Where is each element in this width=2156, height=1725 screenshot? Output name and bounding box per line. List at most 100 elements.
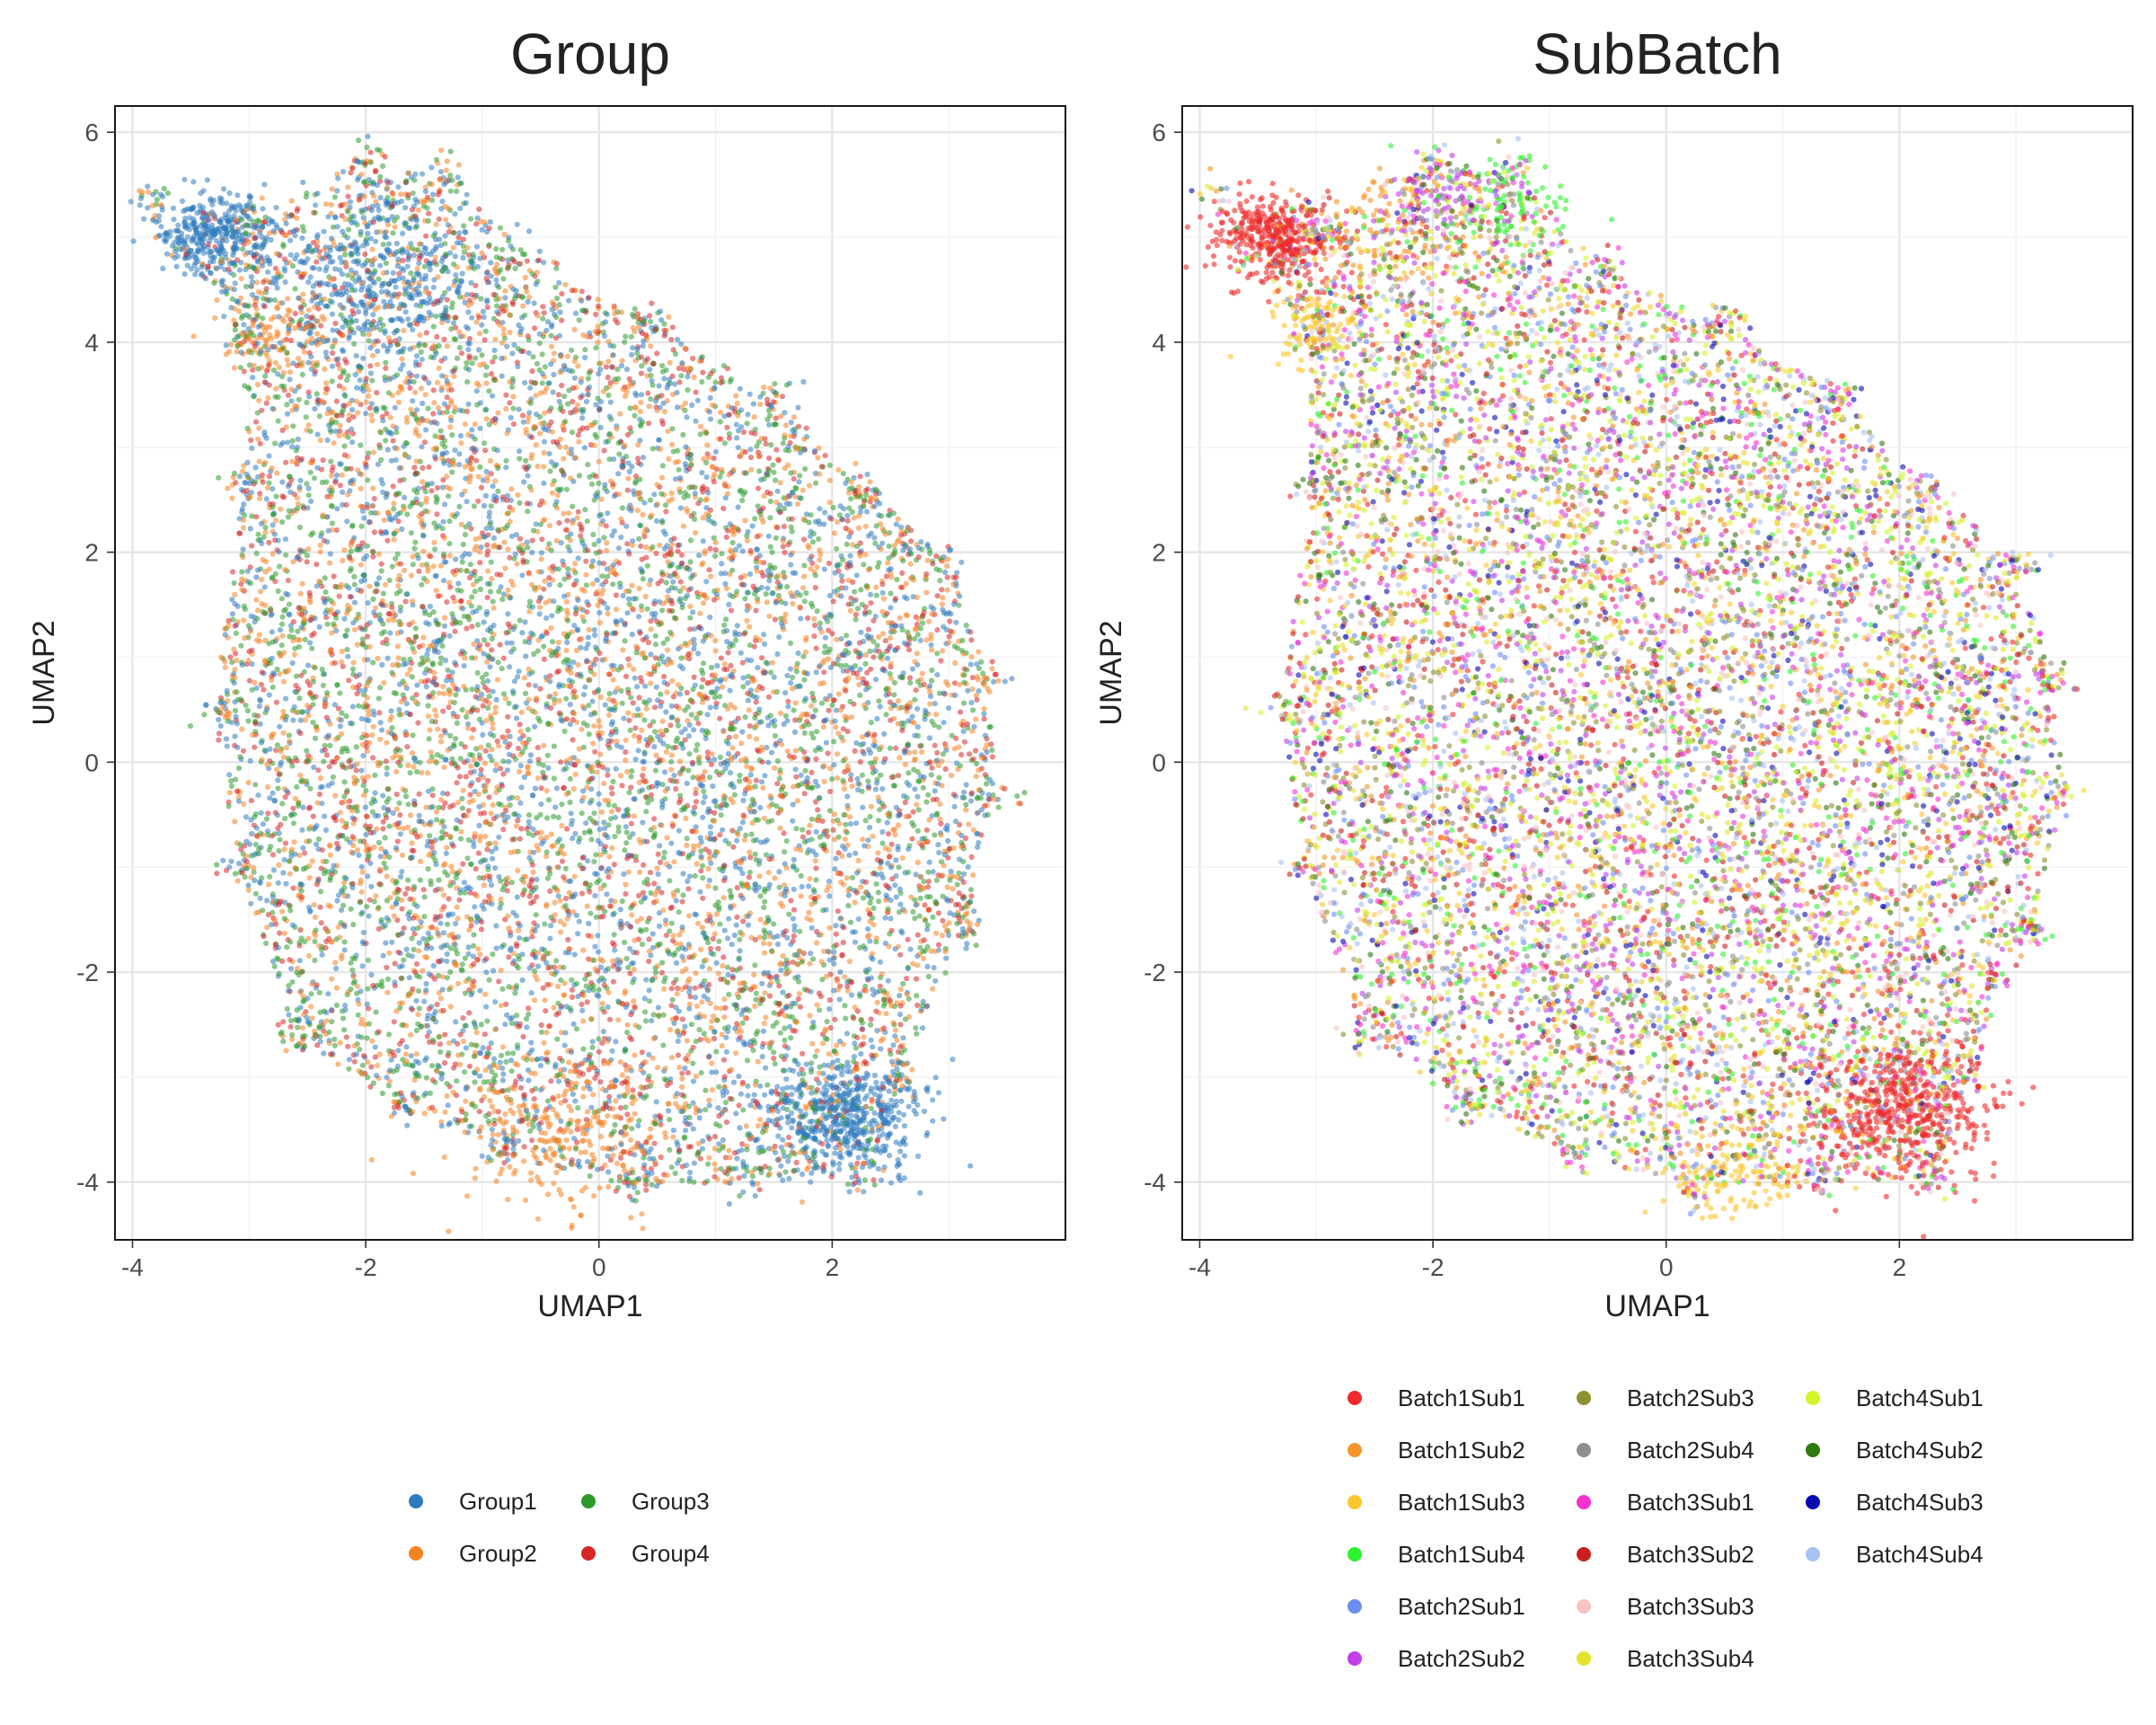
point-group2 (732, 705, 738, 711)
point-group2 (639, 1211, 644, 1216)
point-group3 (929, 719, 934, 724)
point-group1 (247, 842, 252, 847)
point-group1 (745, 411, 750, 417)
point-group1 (817, 1080, 822, 1085)
point-group3 (900, 627, 906, 632)
point-group2 (583, 1149, 588, 1154)
point-group1 (505, 611, 510, 616)
point-group1 (803, 695, 808, 701)
point-group4 (673, 786, 678, 792)
point-group4 (430, 411, 436, 416)
point-group4 (517, 536, 523, 542)
point-group2 (758, 917, 764, 923)
point-group4 (482, 1031, 488, 1037)
point-group3 (769, 948, 774, 953)
point-group2 (836, 691, 842, 696)
point-group2 (352, 1043, 358, 1048)
point-group1 (888, 1181, 894, 1186)
point-group4 (261, 933, 266, 939)
point-group2 (551, 1004, 556, 1010)
point-group2 (904, 581, 909, 587)
point-group4 (330, 350, 335, 356)
point-group3 (366, 958, 371, 963)
point-group1 (354, 1051, 359, 1057)
point-group4 (845, 518, 851, 524)
point-group2 (597, 1185, 603, 1190)
point-group3 (764, 591, 769, 597)
point-group4 (903, 800, 908, 805)
point-group4 (288, 1024, 294, 1030)
point-group1 (678, 505, 684, 510)
point-group3 (608, 1178, 614, 1183)
point-group3 (343, 713, 349, 719)
point-group2 (505, 546, 510, 552)
point-group1 (299, 235, 305, 241)
point-group1 (594, 578, 599, 583)
point-group2 (921, 956, 926, 961)
point-group3 (906, 770, 911, 775)
point-group3 (371, 550, 376, 555)
point-group1 (575, 931, 580, 936)
point-group3 (451, 744, 456, 749)
point-group1 (329, 1007, 334, 1013)
point-group3 (762, 899, 767, 905)
point-group4 (368, 1064, 374, 1069)
point-group3 (254, 551, 260, 556)
point-group4 (679, 1092, 685, 1098)
point-group1 (528, 1039, 534, 1045)
point-group4 (814, 646, 819, 651)
point-group2 (692, 375, 697, 380)
point-group4 (655, 580, 660, 586)
point-group3 (434, 525, 439, 530)
point-group1 (814, 669, 819, 675)
point-group2 (777, 826, 782, 831)
point-group3 (409, 530, 414, 535)
point-group1 (585, 1159, 590, 1164)
point-group3 (827, 463, 833, 468)
point-group3 (653, 970, 658, 976)
point-group2 (605, 1113, 610, 1119)
point-group3 (499, 597, 505, 602)
point-group3 (616, 451, 622, 456)
point-group2 (559, 823, 564, 828)
point-group1 (775, 1134, 781, 1139)
point-group1 (592, 944, 597, 950)
point-group1 (897, 902, 903, 907)
point-group1 (957, 594, 962, 599)
point-group4 (713, 547, 719, 553)
point-group3 (878, 773, 883, 778)
point-group3 (344, 647, 349, 652)
point-group2 (738, 740, 744, 746)
point-group2 (675, 717, 680, 722)
point-group1 (510, 1146, 516, 1152)
point-group4 (479, 926, 484, 932)
point-group1 (661, 401, 667, 406)
point-group1 (680, 924, 685, 930)
point-group1 (462, 663, 467, 668)
point-group1 (395, 1048, 401, 1053)
point-group1 (806, 883, 811, 889)
point-group1 (632, 676, 638, 681)
point-group4 (551, 917, 556, 923)
point-group2 (437, 690, 442, 695)
point-group1 (478, 1050, 483, 1056)
point-group3 (709, 665, 714, 670)
point-group4 (530, 862, 535, 868)
point-group4 (844, 984, 850, 989)
point-group2 (705, 883, 711, 889)
point-group3 (956, 871, 961, 876)
point-group2 (706, 455, 711, 460)
point-group2 (594, 769, 599, 774)
point-group2 (625, 476, 631, 482)
point-group1 (289, 444, 295, 449)
point-group4 (630, 1087, 635, 1092)
point-group2 (505, 1197, 510, 1202)
point-group1 (629, 352, 634, 358)
point-group2 (671, 859, 676, 864)
point-group4 (812, 623, 817, 628)
point-group3 (764, 417, 770, 422)
point-group3 (867, 649, 872, 654)
point-group4 (755, 486, 761, 491)
point-group1 (225, 744, 230, 749)
point-group1 (363, 311, 368, 316)
